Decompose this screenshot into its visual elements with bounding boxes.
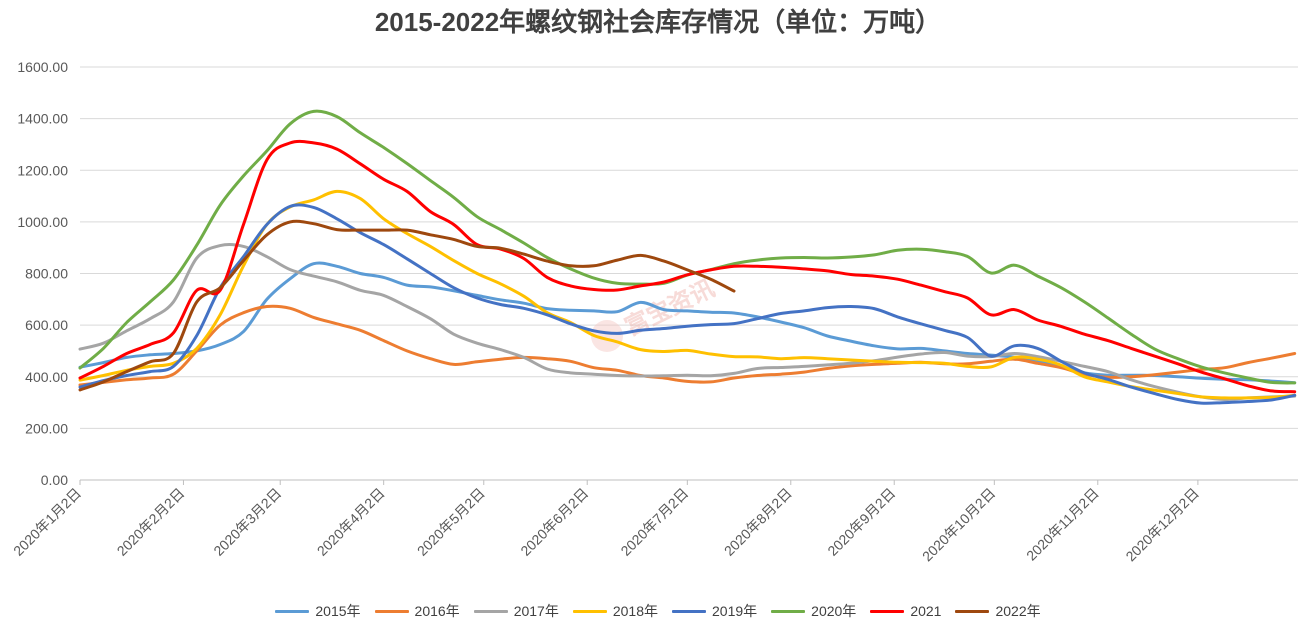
legend-item-2016: 2016年 xyxy=(374,601,460,621)
legend-label: 2020年 xyxy=(811,603,857,619)
legend-item-2015: 2015年 xyxy=(275,601,361,621)
x-tick-label: 2020年7月2日 xyxy=(617,485,691,559)
legend-label: 2016年 xyxy=(414,603,460,619)
x-tick-label: 2020年8月2日 xyxy=(721,485,795,559)
y-tick-label: 400.00 xyxy=(25,369,68,385)
legend-label: 2019年 xyxy=(712,603,758,619)
legend-swatch xyxy=(374,609,409,613)
y-axis: 0.00 200.00 400.00 600.00 800.00 1000.00 1200.… xyxy=(17,59,68,488)
watermark-logo-icon xyxy=(591,320,623,352)
legend-label: 2021 xyxy=(910,603,942,619)
legend-item-2021: 2021 xyxy=(870,601,941,621)
x-tick-label: 2020年10月2日 xyxy=(919,485,999,565)
gridlines xyxy=(80,66,1298,481)
legend-label: 2022年 xyxy=(995,603,1041,619)
legend-swatch xyxy=(955,609,990,613)
legend-swatch xyxy=(771,609,806,613)
series-line-2021 xyxy=(78,139,1297,394)
legend-item-2018: 2018年 xyxy=(572,601,658,621)
legend-label: 2015年 xyxy=(315,603,361,619)
y-tick-label: 1000.00 xyxy=(17,214,68,230)
x-tick-label: 2020年3月2日 xyxy=(210,485,284,559)
series-line-2022 xyxy=(78,219,736,392)
x-tick-label: 2020年5月2日 xyxy=(414,485,488,559)
legend-swatch xyxy=(473,609,508,613)
y-tick-label: 1200.00 xyxy=(17,162,68,178)
y-tick-label: 200.00 xyxy=(25,420,68,436)
series-line-2019 xyxy=(78,203,1297,405)
legend-item-2022: 2022年 xyxy=(955,601,1041,621)
x-tick-label: 2020年4月2日 xyxy=(314,485,388,559)
chart-title: 2015-2022年螺纹钢社会库存情况（单位：万吨） xyxy=(374,7,942,37)
series-line-2017 xyxy=(78,243,1297,402)
y-tick-label: 1400.00 xyxy=(17,111,68,127)
legend-item-2020: 2020年 xyxy=(771,601,856,621)
y-tick-label: 0.00 xyxy=(41,472,68,488)
chart-legend: 2015年 2016年 2017年 2018年 2019年 2020年 2021 2022年 xyxy=(0,601,1316,621)
legend-label: 2017年 xyxy=(513,603,559,619)
legend-item-2019: 2019年 xyxy=(672,601,757,621)
legend-item-2017: 2017年 xyxy=(473,601,559,621)
x-tick-label: 2020年11月2日 xyxy=(1023,485,1102,564)
x-tick-label: 2020年12月2日 xyxy=(1122,485,1202,565)
x-tick-label: 2020年6月2日 xyxy=(517,485,591,559)
y-tick-label: 800.00 xyxy=(25,266,68,282)
x-tick-label: 2020年1月2日 xyxy=(10,485,84,559)
series-lines xyxy=(78,109,1297,405)
legend-label: 2018年 xyxy=(612,603,658,619)
legend-swatch xyxy=(870,609,905,613)
legend-swatch xyxy=(572,609,607,613)
x-tick-label: 2020年2月2日 xyxy=(114,485,188,559)
x-tick-label: 2020年9月2日 xyxy=(824,485,898,559)
legend-swatch xyxy=(275,609,310,613)
y-tick-label: 1600.00 xyxy=(17,59,68,75)
legend-swatch xyxy=(672,609,706,613)
y-tick-label: 600.00 xyxy=(25,317,68,333)
x-axis: 2020年1月2日 2020年2月2日 2020年3月2日 2020年4月2日 2020… xyxy=(10,480,1202,564)
